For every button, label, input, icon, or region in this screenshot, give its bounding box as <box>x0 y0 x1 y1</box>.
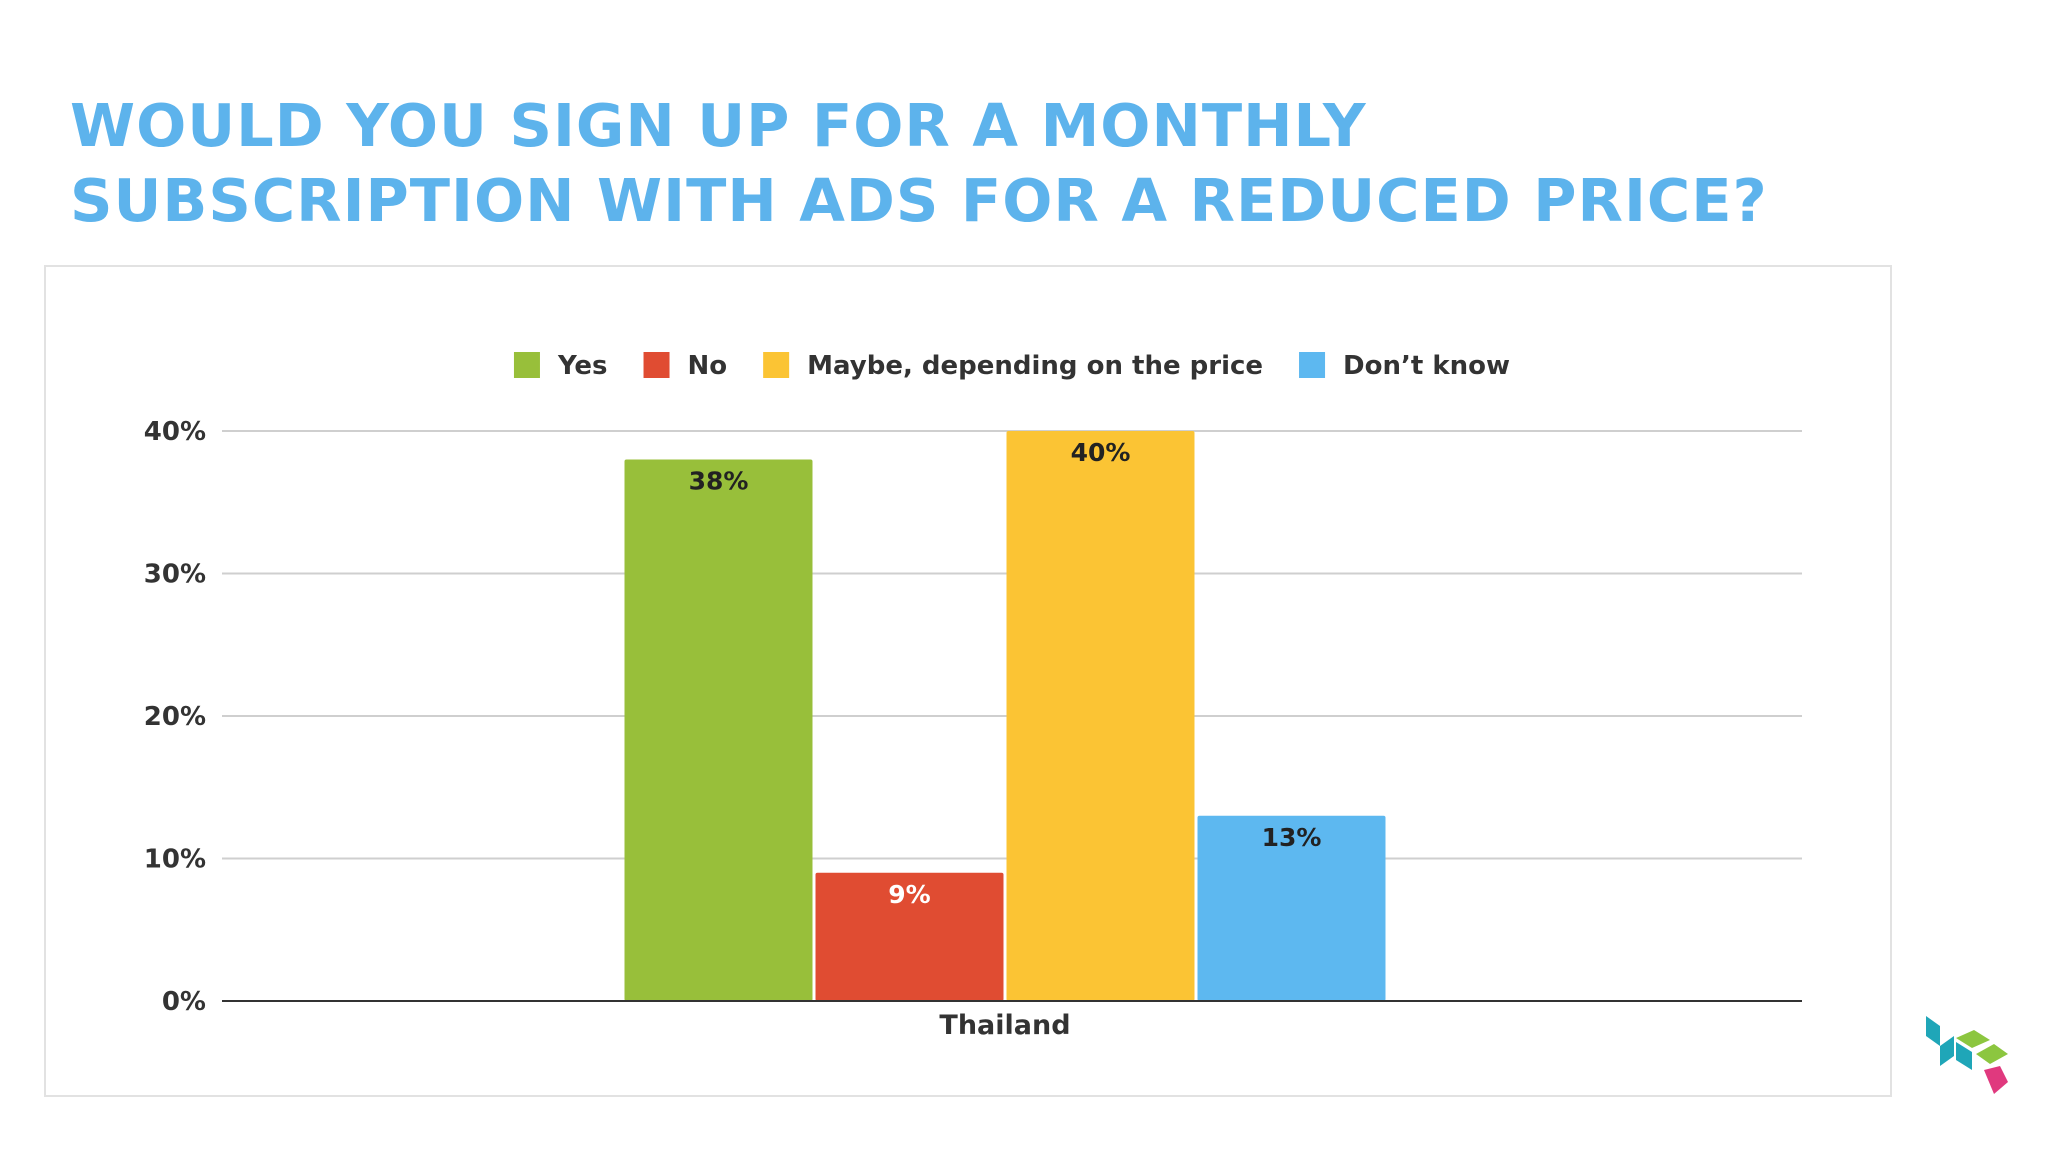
bar-yes <box>624 459 813 1001</box>
chart-frame: 38% 9% 40% 13% 0% 10% 20% 30% 40% Thailand Yes No… <box>44 265 1892 1097</box>
data-label-1: 9% <box>888 880 930 909</box>
y-tick-label-2: 20% <box>144 702 206 732</box>
data-label-0: 38% <box>689 467 749 496</box>
legend-swatch-2 <box>763 352 790 378</box>
legend-swatch-3 <box>1299 352 1326 378</box>
y-tick-label-3: 30% <box>144 560 206 590</box>
y-tick-label-4: 40% <box>144 417 206 447</box>
legend-item-3: Don’t know <box>1299 351 1510 381</box>
axes: 0% 10% 20% 30% 40% Thailand <box>144 417 1802 1041</box>
legend-item-1: No <box>643 351 728 381</box>
legend-label-3: Don’t know <box>1343 351 1510 381</box>
legend-swatch-0 <box>513 352 540 378</box>
title-line-1: WOULD YOU SIGN UP FOR A MONTHLY <box>70 91 1367 160</box>
x-category-label: Thailand <box>939 1010 1070 1041</box>
legend-item-0: Yes <box>513 351 608 381</box>
legend-label-2: Maybe, depending on the price <box>807 351 1263 381</box>
data-label-3: 13% <box>1262 823 1322 852</box>
legend: Yes No Maybe, depending on the price Don’t … <box>513 351 1510 381</box>
legend-swatch-1 <box>643 352 670 378</box>
title-line-2: SUBSCRIPTION WITH ADS FOR A REDUCED PRIC… <box>70 166 1768 235</box>
legend-item-2: Maybe, depending on the price <box>763 351 1263 381</box>
y-tick-label-1: 10% <box>144 845 206 875</box>
bar-maybe-depending-on-the-price <box>1006 431 1195 1001</box>
data-label-2: 40% <box>1071 438 1131 467</box>
bar-don-t-know <box>1197 815 1386 1001</box>
y-tick-label-0: 0% <box>162 987 206 1017</box>
legend-label-0: Yes <box>557 351 608 381</box>
slide-title: WOULD YOU SIGN UP FOR A MONTHLY SUBSCRIP… <box>70 88 1970 238</box>
bars: 38% 9% 40% 13% <box>624 431 1386 1001</box>
bar-chart: 38% 9% 40% 13% 0% 10% 20% 30% 40% Thailand Yes No… <box>144 351 1802 1041</box>
legend-label-1: No <box>688 351 728 381</box>
cube-logo-icon <box>1926 1016 2008 1094</box>
bar-no <box>815 872 1004 1001</box>
